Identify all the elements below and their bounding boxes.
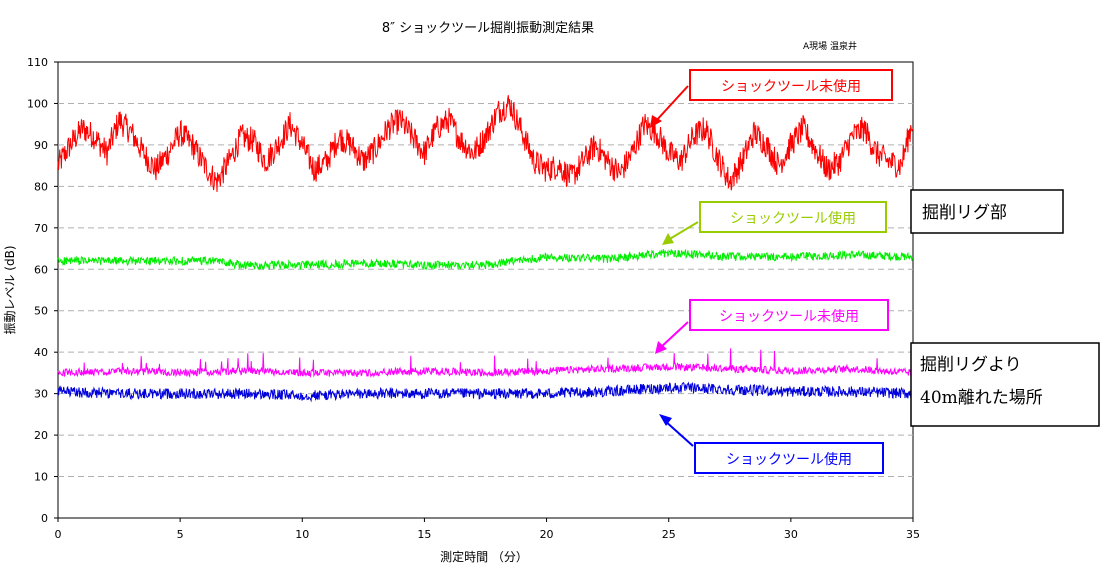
annotation-blue: ショックツール使用 — [659, 414, 884, 474]
group-label-rig: 掘削リグ部 — [910, 189, 1064, 234]
series-line — [57, 248, 914, 271]
x-tick-label: 25 — [662, 528, 676, 541]
x-axis-label: 測定時間 （分） — [440, 549, 528, 564]
group-label-40m: 掘削リグより 40m離れた場所 — [910, 342, 1100, 427]
x-tick-label: 15 — [417, 528, 431, 541]
y-tick-label: 0 — [41, 512, 48, 525]
series-line — [57, 348, 914, 379]
y-tick-label: 20 — [34, 429, 48, 442]
annotation-green: ショックツール使用 — [662, 201, 887, 245]
chart-title: 8″ ショックツール掘削振動測定結果 — [382, 21, 594, 36]
x-tick-label: 10 — [295, 528, 309, 541]
y-tick-label: 70 — [34, 222, 48, 235]
y-tick-label: 100 — [27, 97, 48, 110]
annotation-magenta: ショックツール未使用 — [655, 299, 889, 354]
y-axis-label: 振動レベル (dB) — [3, 245, 17, 334]
group-label-40m-line1: 掘削リグより — [920, 355, 1022, 375]
series-line — [57, 381, 914, 403]
annotation-blue-text: ショックツール使用 — [726, 451, 852, 468]
y-tick-label: 110 — [27, 56, 48, 69]
series-layer — [57, 95, 914, 403]
series-line — [57, 95, 914, 193]
x-tick-label: 5 — [177, 528, 184, 541]
y-tick-label: 10 — [34, 471, 48, 484]
y-tick-label: 30 — [34, 388, 48, 401]
x-tick-label: 0 — [55, 528, 62, 541]
annotation-magenta-text: ショックツール未使用 — [719, 308, 859, 325]
group-label-rig-text: 掘削リグ部 — [922, 203, 1007, 223]
x-tick-label: 20 — [540, 528, 554, 541]
y-tick-label: 40 — [34, 346, 48, 359]
annotation-red-text: ショックツール未使用 — [721, 78, 861, 95]
x-tick-label: 35 — [906, 528, 920, 541]
axis-ticks: 0 10 20 30 40 50 60 70 80 90 100 110 0 5 10 15 20 25 30 35 — [27, 56, 920, 541]
y-tick-label: 60 — [34, 263, 48, 276]
group-label-40m-line2: 40m離れた場所 — [920, 388, 1043, 408]
chart-subtitle: A現場 温泉井 — [803, 40, 857, 52]
x-tick-label: 30 — [784, 528, 798, 541]
y-tick-label: 90 — [34, 139, 48, 152]
y-tick-label: 50 — [34, 305, 48, 318]
annotation-green-text: ショックツール使用 — [730, 210, 856, 227]
y-tick-label: 80 — [34, 180, 48, 193]
annotation-red: ショックツール未使用 — [650, 69, 893, 128]
